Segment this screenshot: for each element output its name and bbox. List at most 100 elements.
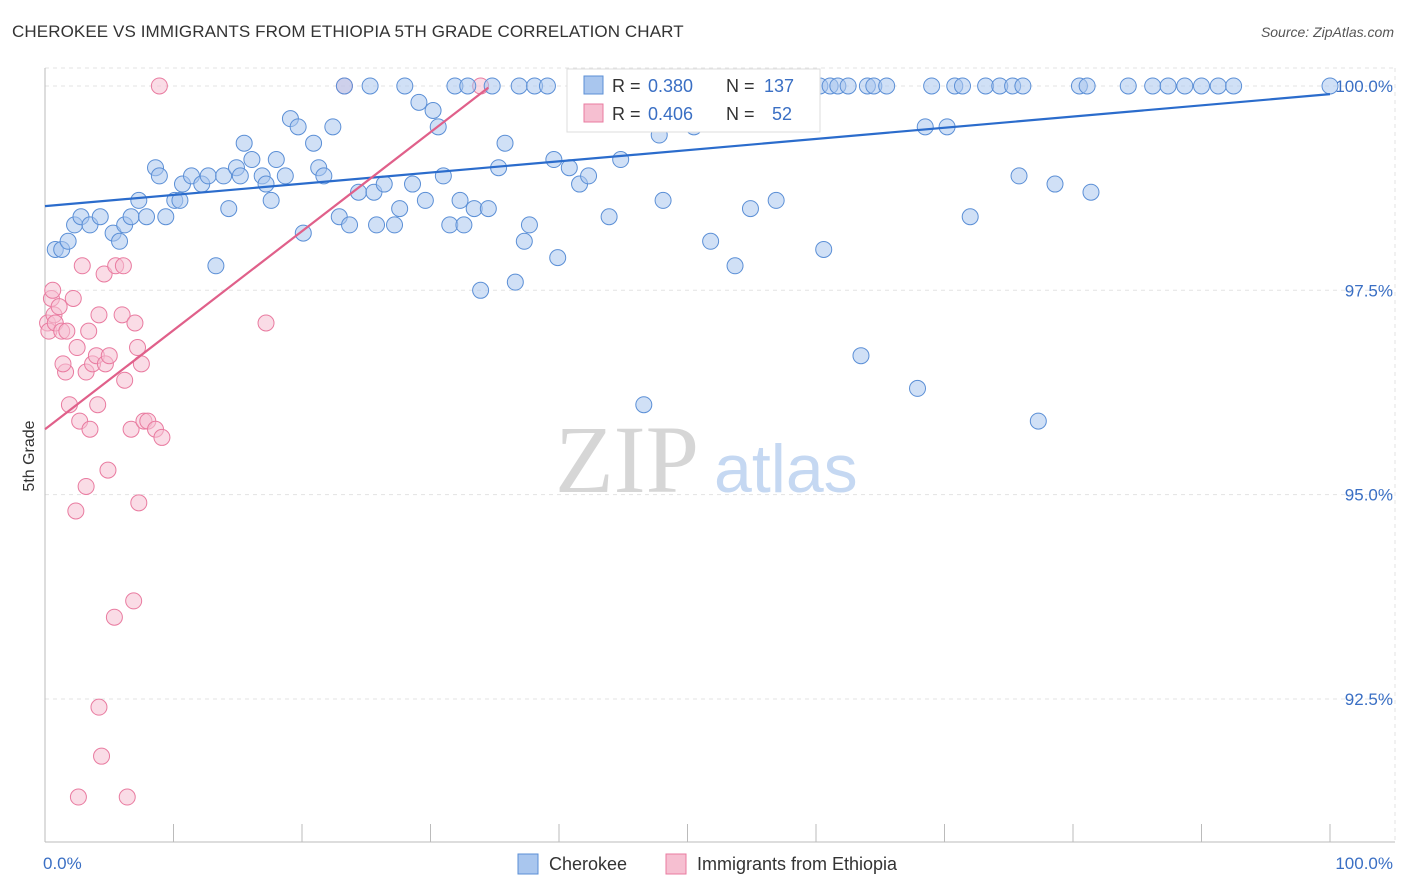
cherokee-point-22 <box>207 257 225 275</box>
cherokee-point-130 <box>1046 175 1064 193</box>
ethiopia-point-14 <box>68 339 86 357</box>
cherokee-point-66 <box>483 77 501 95</box>
cherokee-point-61 <box>459 77 477 95</box>
legend-n-value-1: 137 <box>764 76 794 96</box>
ethiopia-point-16 <box>69 788 87 806</box>
bottom-legend-swatch-cherokee <box>517 853 539 875</box>
cherokee-point-139 <box>1209 77 1227 95</box>
cherokee-point-23 <box>215 167 233 185</box>
source-credit: Source: ZipAtlas.com <box>1260 24 1394 40</box>
cherokee-point-32 <box>267 151 285 169</box>
ethiopia-point-47 <box>150 77 168 95</box>
cherokee-point-129 <box>1029 412 1047 430</box>
cherokee-point-133 <box>1082 183 1100 201</box>
legend-r-label-2: R = <box>612 104 641 124</box>
legend-n-label-1: N = <box>726 76 755 96</box>
cherokee-point-36 <box>294 224 312 242</box>
cherokee-point-132 <box>1078 77 1096 95</box>
cherokee-point-15 <box>157 208 175 226</box>
legend-n-label-2: N = <box>726 104 755 124</box>
legend-swatch-cherokee <box>583 75 604 95</box>
ethiopia-point-12 <box>64 289 82 307</box>
cherokee-point-141 <box>1321 77 1339 95</box>
cherokee-point-77 <box>560 159 578 177</box>
cherokee-point-65 <box>479 200 497 218</box>
bottom-legend-cherokee: Cherokee <box>549 854 627 874</box>
cherokee-point-12 <box>138 208 156 226</box>
trend-lines <box>44 86 1331 431</box>
tick-labels: 92.5% 95.0% 97.5% 100.0% 0.0% 100.0% <box>43 77 1393 873</box>
ethiopia-point-49 <box>257 314 275 332</box>
cherokee-trend-line <box>44 93 1331 208</box>
cherokee-point-2 <box>59 232 77 250</box>
legend-r-value-2: 0.406 <box>648 104 693 124</box>
ethiopia-points <box>39 77 490 806</box>
ethiopia-point-41 <box>129 339 147 357</box>
cherokee-point-116 <box>878 77 896 95</box>
watermark-zip: ZIP <box>555 406 699 513</box>
cherokee-point-136 <box>1159 77 1177 95</box>
cherokee-point-86 <box>635 396 653 414</box>
cherokee-point-127 <box>1010 167 1028 185</box>
cherokee-point-103 <box>767 191 785 209</box>
ethiopia-point-25 <box>89 396 107 414</box>
cherokee-point-68 <box>496 134 514 152</box>
cherokee-point-98 <box>726 257 744 275</box>
cherokee-point-69 <box>506 273 524 291</box>
cherokee-point-123 <box>961 208 979 226</box>
ethiopia-point-13 <box>67 502 85 520</box>
ethiopia-point-37 <box>118 788 136 806</box>
cherokee-point-42 <box>335 77 353 95</box>
cherokee-point-89 <box>654 191 672 209</box>
watermark-atlas: atlas <box>714 431 858 507</box>
ethiopia-point-36 <box>114 257 132 275</box>
cherokee-point-43 <box>341 216 359 234</box>
ethiopia-point-21 <box>80 322 98 340</box>
cherokee-point-11 <box>130 191 148 209</box>
cherokee-point-95 <box>702 232 720 250</box>
cherokee-point-134 <box>1119 77 1137 95</box>
cherokee-point-26 <box>231 167 249 185</box>
legend-r-label-1: R = <box>612 76 641 96</box>
cherokee-point-50 <box>391 200 409 218</box>
cherokee-point-53 <box>410 93 428 111</box>
bottom-legend-swatch-ethiopia <box>665 853 687 875</box>
cherokee-point-119 <box>923 77 941 95</box>
cherokee-point-51 <box>396 77 414 95</box>
cherokee-point-100 <box>741 200 759 218</box>
cherokee-point-47 <box>368 216 386 234</box>
cherokee-point-45 <box>361 77 379 95</box>
legend-swatch-ethiopia <box>583 103 604 123</box>
y-axis-title: 5th Grade <box>21 420 38 491</box>
ethiopia-point-38 <box>122 420 140 438</box>
cherokee-point-113 <box>852 347 870 365</box>
cherokee-point-28 <box>243 151 261 169</box>
series-legend: Cherokee Immigrants from Ethiopia <box>517 853 898 875</box>
ethiopia-point-9 <box>54 355 72 373</box>
ethiopia-point-42 <box>130 494 148 512</box>
cherokee-point-76 <box>549 249 567 267</box>
ethiopia-point-31 <box>100 347 118 365</box>
cherokee-point-35 <box>289 118 307 136</box>
y-tick-label-1: 95.0% <box>1345 486 1393 505</box>
y-tick-label-3: 100.0% <box>1335 77 1393 96</box>
cherokee-point-14 <box>150 167 168 185</box>
stats-legend: R = 0.380 N = 137 R = 0.406 N = 52 <box>566 68 821 133</box>
cherokee-point-33 <box>276 167 294 185</box>
chart-title: CHEROKEE VS IMMIGRANTS FROM ETHIOPIA 5TH… <box>12 22 684 41</box>
cherokee-point-71 <box>515 232 533 250</box>
ethiopia-point-40 <box>126 314 144 332</box>
cherokee-point-74 <box>538 77 556 95</box>
cherokee-point-82 <box>600 208 618 226</box>
cherokee-point-84 <box>612 151 630 169</box>
cherokee-point-117 <box>909 379 927 397</box>
legend-n-value-2: 52 <box>772 104 792 124</box>
cherokee-point-24 <box>220 200 238 218</box>
y-tick-label-0: 92.5% <box>1345 690 1393 709</box>
cherokee-point-63 <box>465 200 483 218</box>
ethiopia-point-34 <box>113 306 131 324</box>
axes-layer <box>44 68 1395 843</box>
ethiopia-point-20 <box>77 477 95 495</box>
x-tick-label-0: 0.0% <box>43 854 82 873</box>
ethiopia-point-19 <box>81 420 99 438</box>
